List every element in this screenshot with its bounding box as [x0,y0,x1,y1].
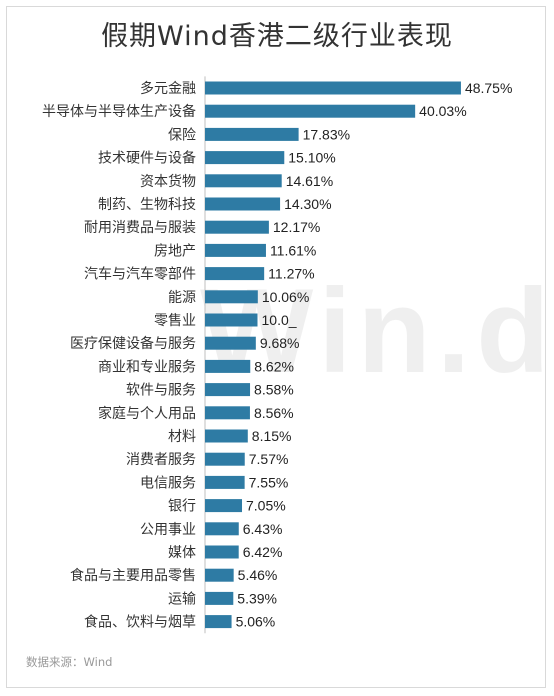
value-label: 6.42% [243,544,283,560]
category-label: 保险 [168,127,196,143]
bar [205,313,258,327]
category-label: 多元金融 [140,80,196,97]
bar [205,522,239,536]
value-label: 12.17% [273,219,320,235]
bar [205,290,258,304]
bar [205,151,285,165]
category-label: 房地产 [154,243,196,259]
bar [205,475,245,489]
chart-frame [6,6,546,688]
data-source-note: 数据来源：Wind [26,655,113,669]
category-label: 零售业 [154,313,196,329]
value-label: 5.39% [237,590,277,606]
value-label: 48.75% [465,80,512,96]
chart-title: 假期Wind香港二级行业表现 [101,21,453,52]
bar [205,174,282,188]
bar [205,359,251,373]
category-label: 家庭与个人用品 [98,405,196,422]
category-label: 媒体 [168,545,196,561]
category-label: 制药、生物科技 [98,197,196,213]
bar [205,127,299,141]
bar [205,243,266,257]
bar [205,220,269,234]
category-label: 半导体与半导体生产设备 [42,103,196,120]
bar [205,197,281,211]
category-label: 资本货物 [140,173,196,190]
value-label: 5.06% [236,614,276,630]
value-label: 14.61% [286,173,333,189]
category-label: 商业和专业服务 [98,359,196,375]
category-label: 技术硬件与设备 [98,150,196,167]
value-label: 7.55% [249,474,289,490]
bar [205,406,250,420]
category-label: 耐用消费品与服装 [84,220,196,236]
value-label: 6.43% [243,521,283,537]
category-label: 运输 [168,591,196,607]
bar [205,267,265,281]
bar [205,499,243,513]
category-label: 材料 [168,429,196,445]
category-label: 食品、饮料与烟草 [84,614,196,631]
bar [205,545,239,559]
value-label: 7.05% [246,498,286,514]
bar [205,104,416,118]
value-label: 10.06% [262,289,309,305]
bar [205,568,234,582]
bar [205,615,232,629]
category-label: 食品与主要用品零售 [70,567,196,584]
bar [205,429,248,443]
value-label: 9.68% [260,335,300,351]
category-label: 银行 [168,499,196,515]
value-label: 8.62% [254,358,294,374]
value-label: 8.56% [254,405,294,421]
category-label: 汽车与汽车零部件 [84,266,196,283]
category-label: 消费者服务 [126,452,196,468]
bar [205,452,245,466]
bar [205,591,234,605]
category-label: 医疗保健设备与服务 [70,335,196,352]
value-label: 14.30% [284,196,331,212]
category-label: 电信服务 [140,475,196,491]
value-label: 11.61% [270,242,316,258]
value-label: 7.57% [249,451,289,467]
bar [205,81,461,95]
value-label: 5.46% [238,567,278,583]
bar [205,336,256,350]
value-label: 8.15% [252,428,292,444]
category-label: 公用事业 [140,522,196,538]
value-label: 10.0_ [262,312,297,328]
bar [205,383,251,397]
value-label: 40.03% [419,103,466,119]
category-label: 软件与服务 [126,383,196,399]
value-label: 8.58% [254,382,294,398]
value-label: 11.27% [268,266,314,282]
category-label: 能源 [168,290,196,306]
value-label: 17.83% [303,126,350,142]
value-label: 15.10% [288,150,335,166]
